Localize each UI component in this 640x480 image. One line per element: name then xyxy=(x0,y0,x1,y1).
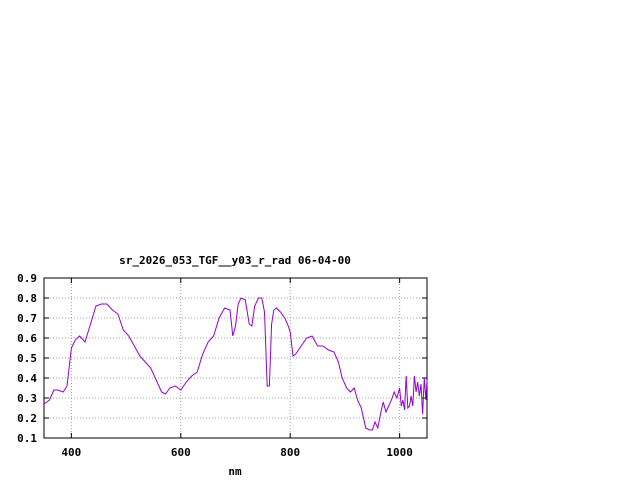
x-tick-label: 1000 xyxy=(386,446,413,459)
grid-lines xyxy=(44,278,427,438)
y-tick-label: 0.6 xyxy=(17,332,37,345)
y-tick-label: 0.2 xyxy=(17,412,37,425)
x-axis-label: nm xyxy=(228,465,242,478)
x-tick-label: 400 xyxy=(61,446,81,459)
series-layer xyxy=(43,297,428,431)
y-tick-label: 0.9 xyxy=(17,272,37,285)
plot-frame xyxy=(43,277,428,439)
y-tick-label: 0.8 xyxy=(17,292,37,305)
x-axis-ticks: 400 600 800 1000 xyxy=(61,278,413,459)
x-tick-label: 600 xyxy=(171,446,191,459)
y-tick-label: 0.1 xyxy=(17,432,37,445)
y-tick-label: 0.7 xyxy=(17,312,37,325)
y-tick-label: 0.5 xyxy=(17,352,37,365)
y-tick-label: 0.4 xyxy=(17,372,37,385)
y-tick-label: 0.3 xyxy=(17,392,37,405)
y-axis-ticks: 0.1 0.2 0.3 0.4 0.5 0.6 0.7 0.8 0.9 xyxy=(17,272,427,445)
x-tick-label: 800 xyxy=(280,446,300,459)
spectrum-series-line xyxy=(43,297,428,431)
chart-title: sr_2026_053_TGF__y03_r_rad 06-04-00 xyxy=(119,254,351,267)
